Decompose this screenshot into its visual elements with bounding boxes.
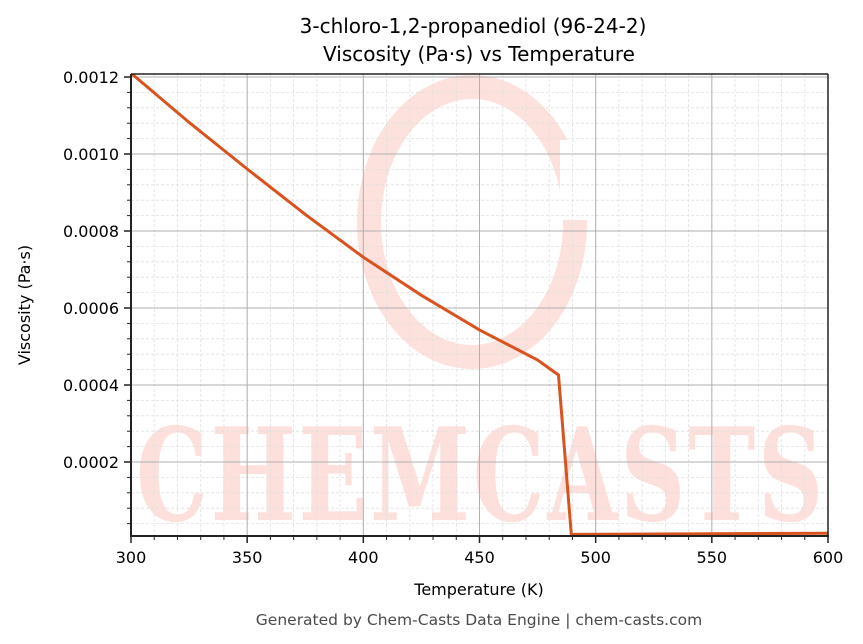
- y-tick-label: 0.0006: [63, 299, 119, 318]
- x-tick-label: 550: [697, 548, 728, 567]
- x-axis-label: Temperature (K): [413, 580, 543, 599]
- y-tick-label: 0.0008: [63, 222, 119, 241]
- chart-title-line1: 3-chloro-1,2-propanediol (96-24-2): [300, 14, 647, 38]
- x-tick-label: 350: [232, 548, 263, 567]
- y-axis-ticks: 0.0002 0.0004 0.0006 0.0008 0.0010 0.0012: [63, 68, 131, 525]
- y-tick-label: 0.0010: [63, 145, 119, 164]
- y-tick-label: 0.0004: [63, 376, 119, 395]
- x-tick-label: 600: [813, 548, 844, 567]
- x-tick-label: 300: [116, 548, 147, 567]
- y-tick-label: 0.0002: [63, 453, 119, 472]
- watermark-logo-icon: [357, 75, 600, 369]
- watermark-text: CHEMCASTS: [136, 401, 826, 551]
- x-tick-label: 500: [580, 548, 611, 567]
- plot-area: CHEMCASTS 300 350 400 450 500 550 600 0.00020.…: [63, 68, 843, 567]
- y-axis-label: Viscosity (Pa·s): [15, 245, 34, 365]
- x-tick-label: 450: [464, 548, 495, 567]
- x-axis-ticks: 300 350 400 450 500 550 600: [116, 536, 844, 567]
- y-tick-label: 0.0012: [63, 68, 119, 87]
- viscosity-line: [131, 74, 828, 536]
- chart-title-line2: Viscosity (Pa·s) vs Temperature: [323, 42, 635, 66]
- x-tick-label: 400: [348, 548, 379, 567]
- footer-credit: Generated by Chem-Casts Data Engine | ch…: [256, 611, 702, 629]
- chart-title: 3-chloro-1,2-propanediol (96-24-2) Visco…: [300, 14, 647, 66]
